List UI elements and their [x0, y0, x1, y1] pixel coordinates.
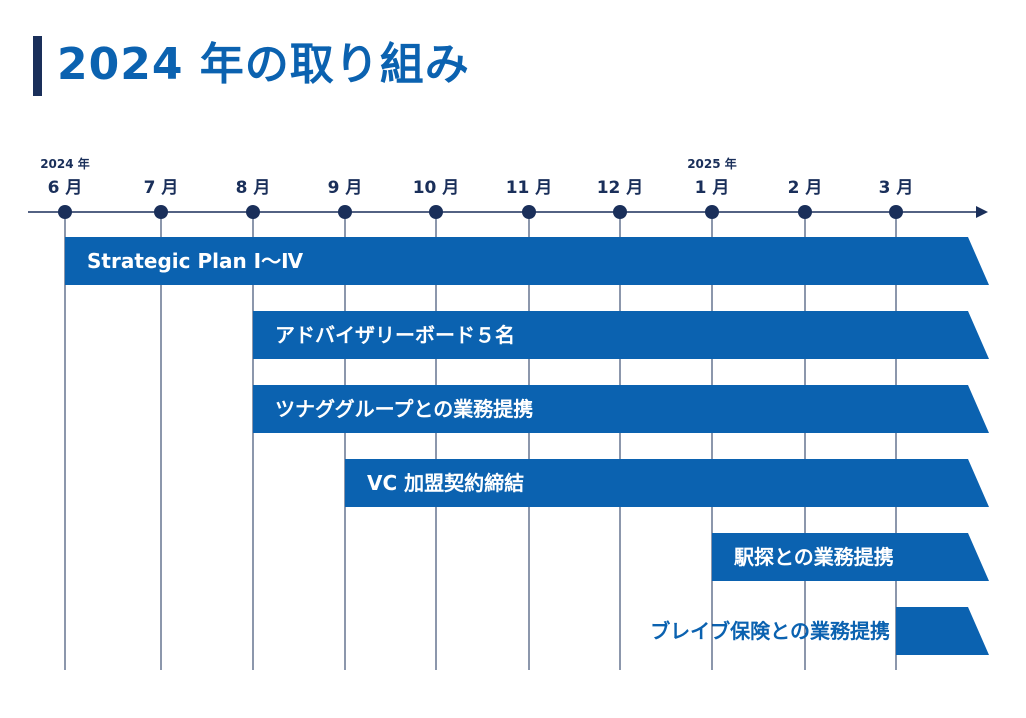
month-dot-3 — [246, 205, 260, 219]
initiative-label-2: アドバイザリーボード５名 — [275, 323, 515, 347]
month-dot-10 — [889, 205, 903, 219]
year-label-8: 2025 年 — [687, 156, 737, 171]
initiative-bar-4 — [345, 459, 989, 507]
month-dot-6 — [522, 205, 536, 219]
month-label-5: 10 月 — [413, 178, 460, 198]
month-dot-2 — [154, 205, 168, 219]
page-title: 2024 年の取り組み — [57, 39, 470, 90]
month-label-8: 1 月 — [695, 178, 730, 198]
initiative-bar-1 — [65, 237, 989, 285]
month-gridlines — [64, 212, 897, 670]
month-label-4: 9 月 — [328, 178, 363, 198]
month-dot-7 — [613, 205, 627, 219]
month-label-6: 11 月 — [506, 178, 553, 198]
month-dot-5 — [429, 205, 443, 219]
month-dot-1 — [58, 205, 72, 219]
month-dot-8 — [705, 205, 719, 219]
month-labels: 6 月 2024 年 7 月 8 月 9 月 10 月 11 月 12 月 1 月 2025 年 2… — [40, 156, 913, 198]
initiative-label-5: 駅探との業務提携 — [733, 545, 894, 569]
title-accent-bar — [33, 36, 42, 96]
year-label-1: 2024 年 — [40, 156, 90, 171]
month-label-10: 3 月 — [879, 178, 914, 198]
initiative-bar-6 — [896, 607, 989, 655]
month-label-2: 7 月 — [144, 178, 179, 198]
initiative-label-1: Strategic Plan Ⅰ～Ⅳ — [87, 249, 303, 273]
initiative-label-4: VC 加盟契約締結 — [367, 471, 524, 495]
month-label-7: 12 月 — [597, 178, 644, 198]
axis-arrow-icon — [976, 206, 988, 218]
month-dot-9 — [798, 205, 812, 219]
month-dot-4 — [338, 205, 352, 219]
initiative-label-3: ツナググループとの業務提携 — [275, 397, 533, 421]
month-label-1: 6 月 — [48, 178, 83, 198]
initiative-bars: Strategic Plan Ⅰ～Ⅳ アドバイザリーボード５名ツナググループとの業… — [65, 237, 989, 655]
initiative-bar-5 — [712, 533, 989, 581]
month-label-3: 8 月 — [236, 178, 271, 198]
month-label-9: 2 月 — [788, 178, 823, 198]
initiative-bar-2 — [253, 311, 989, 359]
initiative-label-6: ブレイブ保険との業務提携 — [650, 619, 890, 643]
timeline-axis — [28, 205, 988, 219]
initiative-bar-3 — [253, 385, 989, 433]
